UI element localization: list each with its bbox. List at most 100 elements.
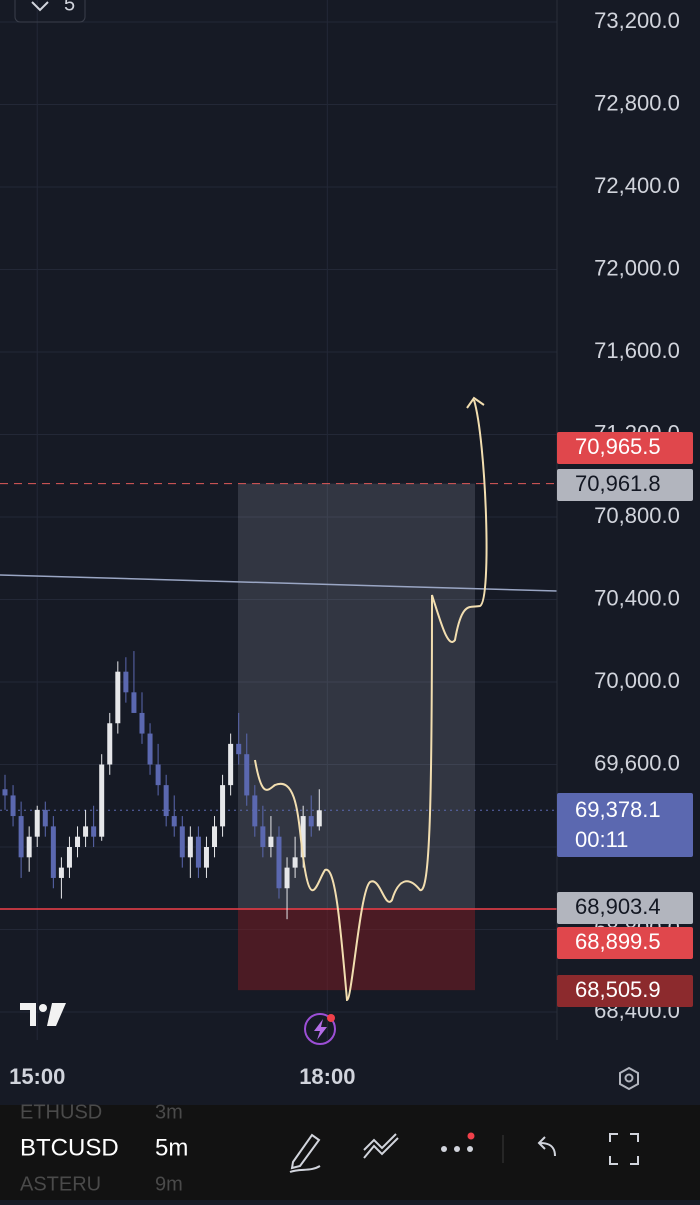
interval[interactable]: 3m [155, 1101, 183, 1123]
dot [454, 1146, 460, 1152]
badge-count: 5 [64, 0, 75, 15]
lightning-ring [304, 1013, 336, 1045]
candle-body [195, 836, 201, 868]
y-tick-label: 69,600.0 [594, 750, 680, 775]
candle-body [187, 836, 193, 858]
drawing-brush[interactable] [254, 396, 488, 1002]
logo-part [20, 1003, 36, 1026]
candle-body [228, 743, 234, 786]
bottom-toolbar [0, 1105, 700, 1200]
price-tags: 70,965.5 70,961.8 69,378.1 00:11 68,903.4 68,… [557, 432, 693, 1007]
price-tag-label: 68,903.4 [575, 894, 661, 919]
candle-body [115, 671, 121, 724]
badge[interactable]: 5 [14, 0, 86, 23]
candle-body [66, 847, 72, 868]
fullscreen-button[interactable] [609, 1133, 639, 1165]
candle-body [155, 764, 161, 786]
candle-body [34, 809, 40, 837]
price-tag-label: 68,505.9 [575, 977, 661, 1002]
symbol[interactable]: ETHUSD [20, 1101, 102, 1123]
candle-body [179, 826, 185, 858]
candle-body [236, 743, 242, 755]
candle-body [99, 764, 105, 837]
candle-body [163, 785, 169, 817]
price-tag-label: 70,961.8 [575, 471, 661, 496]
price-levels [0, 483, 557, 910]
notification-dot [467, 1132, 475, 1140]
symbol[interactable]: BTCUSD [20, 1134, 119, 1161]
price-tag-label: 68,899.5 [575, 929, 661, 954]
trend-line[interactable] [0, 574, 558, 592]
candle-body [131, 692, 137, 713]
y-tick-label: 72,800.0 [594, 90, 680, 115]
symbol-picker[interactable]: ETHUSD 3m BTCUSD 5m ASTERU 9m [20, 1101, 188, 1195]
indicators-button[interactable] [363, 1133, 399, 1159]
candle-body [147, 733, 153, 765]
y-tick-label: 70,400.0 [594, 585, 680, 610]
brush-tool[interactable] [289, 1133, 321, 1173]
candle-body [91, 826, 97, 837]
more-button[interactable] [441, 1132, 475, 1153]
tradingview-logo [20, 1003, 66, 1026]
settings-icon-center [624, 1073, 634, 1083]
candle-body [58, 867, 64, 878]
candle-body [10, 795, 16, 817]
candle-body [123, 671, 129, 693]
candle-body [292, 857, 298, 868]
x-tick-label: 18:00 [299, 1064, 355, 1089]
toolbar-icons [289, 1132, 639, 1173]
settings-icon[interactable] [619, 1066, 639, 1091]
price-tag [557, 793, 693, 857]
lightning-icon [314, 1019, 327, 1040]
target-zone[interactable] [238, 483, 475, 909]
time-axis[interactable]: 15:00 18:00 [9, 1064, 355, 1089]
logo-part [47, 1003, 66, 1026]
candle-body [260, 826, 266, 847]
candle-body [83, 826, 89, 837]
price-tag-label: 69,378.1 [575, 797, 661, 822]
candle-body [107, 723, 113, 765]
price-tag [557, 469, 693, 501]
y-tick-label: 70,000.0 [594, 668, 680, 693]
price-tag [557, 975, 693, 1007]
candle-body [276, 836, 282, 889]
y-tick-label: 72,400.0 [594, 173, 680, 198]
candle-body [300, 816, 306, 858]
candle-body [139, 712, 145, 734]
chevron-icon [31, 1, 49, 12]
price-tag [557, 892, 693, 924]
y-tick-label: 73,200.0 [594, 8, 680, 33]
dot [441, 1146, 447, 1152]
logo-part [39, 1004, 47, 1012]
interval[interactable]: 5m [155, 1134, 188, 1161]
undo-button[interactable] [537, 1136, 556, 1157]
candle-body [2, 789, 8, 796]
candle-body [268, 836, 274, 847]
candle-body [316, 810, 322, 827]
price-tag [557, 432, 693, 464]
y-tick-label: 70,800.0 [594, 503, 680, 528]
candle-body [284, 867, 290, 889]
candle-body [252, 795, 258, 827]
candles [2, 651, 322, 920]
candle-body [18, 816, 24, 858]
lightning-button[interactable] [304, 1013, 336, 1045]
candle-body [244, 754, 250, 796]
badge-box[interactable] [14, 0, 86, 23]
candle-body [220, 785, 226, 827]
candle-body [308, 816, 314, 827]
candle-body [42, 809, 48, 827]
y-tick-label: 71,600.0 [594, 338, 680, 363]
x-tick-label: 15:00 [9, 1064, 65, 1089]
notification-dot [327, 1014, 335, 1022]
price-tag [557, 927, 693, 959]
dot [467, 1146, 473, 1152]
candle-body [212, 826, 218, 847]
grid [0, 0, 557, 1040]
position-tool[interactable] [238, 483, 475, 991]
candle-body [26, 836, 32, 858]
interval[interactable]: 9m [155, 1173, 183, 1195]
price-tag-label: 70,965.5 [575, 434, 661, 459]
symbol[interactable]: ASTERU [20, 1173, 101, 1195]
